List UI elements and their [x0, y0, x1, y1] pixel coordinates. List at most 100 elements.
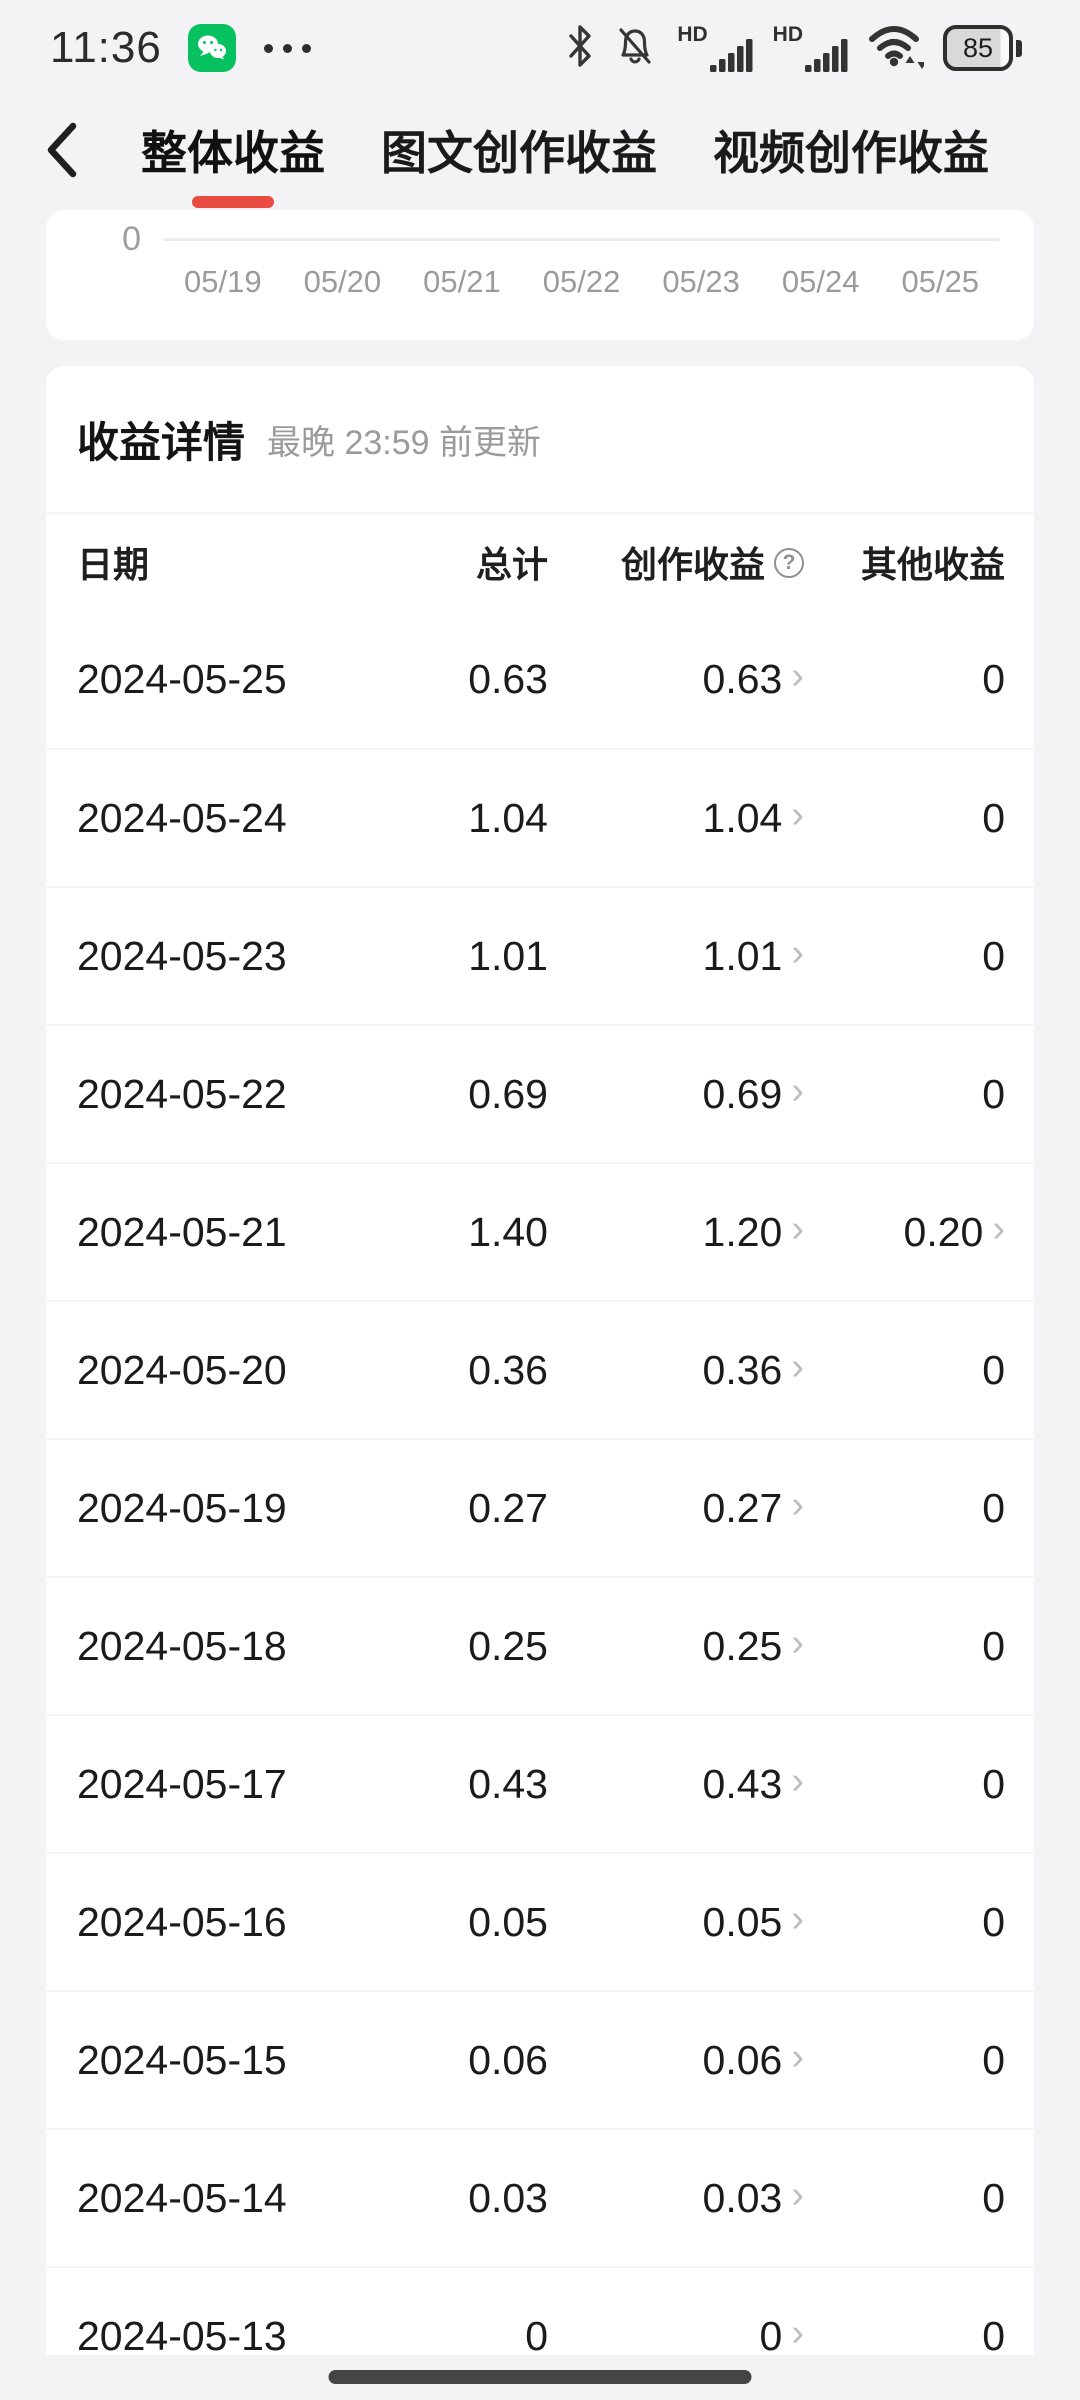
- other-earnings-cell: 0: [804, 2175, 1005, 2222]
- gesture-nav-area: [0, 2355, 1080, 2400]
- creation-earnings-cell[interactable]: 1.20 ›: [548, 1209, 804, 1256]
- sim2-hd-signal-icon: HD: [773, 24, 849, 72]
- update-note: 最晚 23:59 前更新: [267, 423, 541, 462]
- earnings-details-card: 收益详情 最晚 23:59 前更新 日期 总计 创作收益 ? 其他收益 2024…: [46, 366, 1034, 2355]
- active-tab-underline: [192, 196, 274, 208]
- card-title: 收益详情: [77, 418, 246, 466]
- creation-earnings-cell[interactable]: 0.06 ›: [548, 2037, 804, 2084]
- cell-value: 0.63: [702, 655, 783, 702]
- cell-value: 1.04: [702, 794, 783, 841]
- axis-gridline: [163, 237, 1000, 241]
- cell-value: 0: [982, 1346, 1005, 1393]
- tab-bar: 整体收益 图文创作收益 视频创作收益: [0, 90, 1080, 210]
- status-bar-left: 11:36: [50, 23, 311, 73]
- cell-value: 0: [982, 2312, 1005, 2356]
- cell-value: 0: [982, 1484, 1005, 1531]
- x-axis-label: 05/20: [303, 264, 382, 299]
- x-axis-label: 05/24: [781, 264, 860, 299]
- tab-label: 视频创作收益: [713, 127, 989, 179]
- cell-value: 0: [982, 1622, 1005, 1669]
- date-cell: 2024-05-24: [77, 794, 287, 841]
- total-cell: 0.25: [468, 1622, 548, 1669]
- date-cell: 2024-05-13: [77, 2312, 287, 2356]
- cell-value: 0: [982, 1898, 1005, 1945]
- tab-label: 整体收益: [141, 127, 325, 179]
- x-axis-labels: 05/19 05/20 05/21 05/22 05/23 05/24 05/25: [46, 264, 1034, 300]
- x-axis-label: 05/25: [901, 264, 980, 299]
- tab-image-text-earnings[interactable]: 图文创作收益: [381, 90, 657, 210]
- bluetooth-icon: [567, 24, 593, 73]
- sim1-hd-signal-icon: HD: [677, 24, 753, 72]
- other-earnings-cell: 0: [804, 1071, 1005, 1118]
- cell-value: 0.20: [903, 1208, 984, 1255]
- column-header-date: 日期: [77, 544, 150, 585]
- column-header-total: 总计: [475, 544, 548, 585]
- help-icon[interactable]: ?: [774, 548, 804, 578]
- date-cell: 2024-05-16: [77, 1898, 287, 1945]
- date-cell: 2024-05-19: [77, 1484, 287, 1531]
- cell-value: 0: [982, 2174, 1005, 2221]
- battery-level: 85: [943, 25, 1013, 71]
- chevron-left-icon: [47, 122, 77, 178]
- table-row: 2024-05-16 0.05 0.05 › 0: [46, 1852, 1034, 1990]
- creation-earnings-cell[interactable]: 0.63 ›: [548, 656, 804, 703]
- cell-value: 0.27: [702, 1484, 783, 1531]
- total-cell: 1.40: [468, 1208, 548, 1255]
- column-header-creation-label: 创作收益: [620, 544, 765, 585]
- cell-value: 0.25: [702, 1622, 783, 1669]
- creation-earnings-cell[interactable]: 0.36 ›: [548, 1347, 804, 1394]
- creation-earnings-cell[interactable]: 0.69 ›: [548, 1071, 804, 1118]
- cell-value: 0: [982, 1760, 1005, 1807]
- tab-video-earnings[interactable]: 视频创作收益: [713, 90, 989, 210]
- other-earnings-cell: 0: [804, 795, 1005, 842]
- other-earnings-cell: 0: [804, 656, 1005, 703]
- cell-value: 0.36: [702, 1346, 783, 1393]
- total-cell: 0.63: [468, 655, 548, 702]
- earnings-table-body: 2024-05-25 0.63 0.63 › 0 2024-05-24 1.04…: [46, 610, 1034, 2355]
- table-header-row: 日期 总计 创作收益 ? 其他收益: [46, 514, 1034, 610]
- chevron-right-icon: ›: [791, 932, 804, 974]
- table-row: 2024-05-13 0 0 › 0: [46, 2266, 1034, 2355]
- status-bar: 11:36: [0, 0, 1080, 90]
- chevron-right-icon: ›: [791, 1898, 804, 1940]
- x-axis-label: 05/19: [184, 264, 262, 299]
- other-earnings-cell[interactable]: 0.20 ›: [804, 1209, 1005, 1256]
- table-row: 2024-05-20 0.36 0.36 › 0: [46, 1300, 1034, 1438]
- date-cell: 2024-05-22: [77, 1070, 287, 1117]
- cell-value: 0: [982, 1070, 1005, 1117]
- creation-earnings-cell[interactable]: 1.01 ›: [548, 933, 804, 980]
- x-axis-label: 05/22: [542, 264, 621, 299]
- total-cell: 0.05: [468, 1898, 548, 1945]
- earnings-chart-card: 0 05/19 05/20 05/21 05/22 05/23 05/24 05/25: [46, 210, 1034, 340]
- total-cell: 0.69: [468, 1070, 548, 1117]
- cell-value: 0: [982, 2036, 1005, 2083]
- chevron-right-icon: ›: [992, 1208, 1005, 1250]
- table-row: 2024-05-17 0.43 0.43 › 0: [46, 1714, 1034, 1852]
- cell-value: 0: [759, 2312, 783, 2356]
- date-cell: 2024-05-20: [77, 1346, 287, 1393]
- chevron-right-icon: ›: [791, 1484, 804, 1526]
- tab-overall-earnings[interactable]: 整体收益: [141, 90, 325, 210]
- creation-earnings-cell[interactable]: 0.05 ›: [548, 1899, 804, 1946]
- column-header-other: 其他收益: [860, 544, 1005, 585]
- total-cell: 0: [525, 2312, 548, 2356]
- cell-value: 1.01: [702, 932, 783, 979]
- table-row: 2024-05-24 1.04 1.04 › 0: [46, 748, 1034, 886]
- date-cell: 2024-05-25: [77, 655, 287, 702]
- creation-earnings-cell[interactable]: 0.25 ›: [548, 1623, 804, 1670]
- table-row: 2024-05-18 0.25 0.25 › 0: [46, 1576, 1034, 1714]
- tab-list: 整体收益 图文创作收益 视频创作收益: [141, 90, 989, 210]
- wechat-icon: [187, 24, 236, 72]
- gesture-nav-handle[interactable]: [328, 2370, 752, 2384]
- date-cell: 2024-05-14: [77, 2174, 287, 2221]
- total-cell: 0.03: [468, 2174, 548, 2221]
- other-earnings-cell: 0: [804, 1761, 1005, 1808]
- chevron-right-icon: ›: [791, 2312, 804, 2354]
- creation-earnings-cell[interactable]: 0.43 ›: [548, 1761, 804, 1808]
- creation-earnings-cell[interactable]: 0.03 ›: [548, 2175, 804, 2222]
- creation-earnings-cell[interactable]: 1.04 ›: [548, 795, 804, 842]
- creation-earnings-cell[interactable]: 0 ›: [548, 2313, 804, 2356]
- creation-earnings-cell[interactable]: 0.27 ›: [548, 1485, 804, 1532]
- other-earnings-cell: 0: [804, 1899, 1005, 1946]
- back-button[interactable]: [43, 90, 79, 210]
